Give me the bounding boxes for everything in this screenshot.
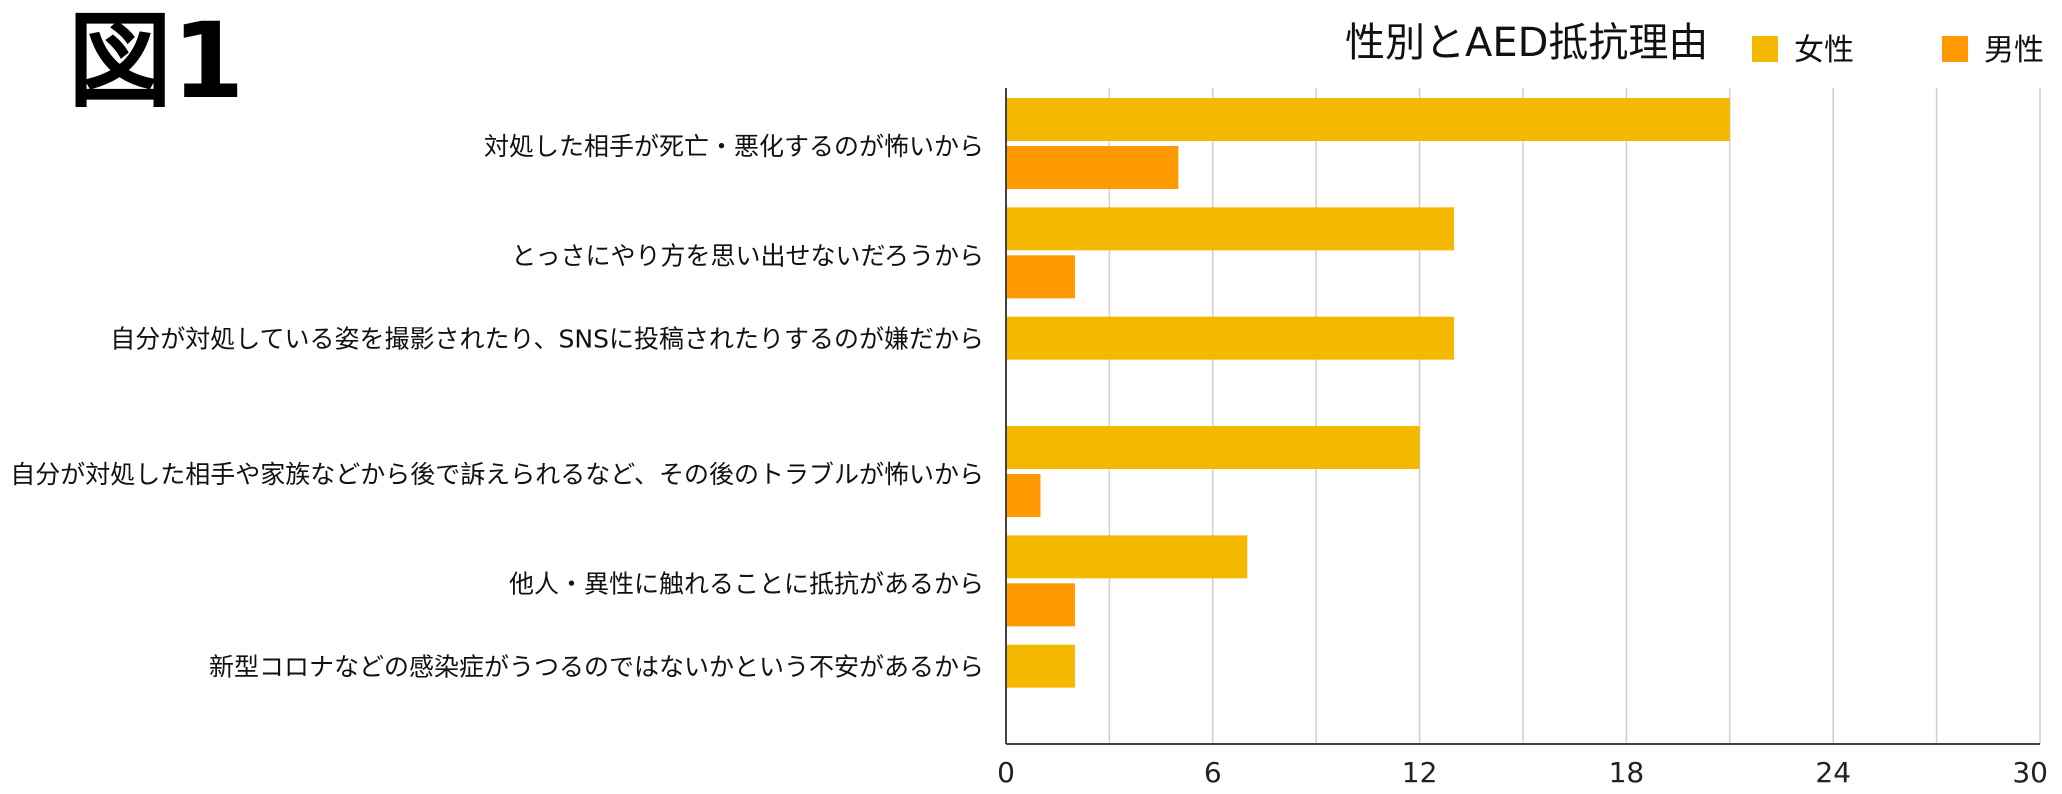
bar-female-3 [1006,426,1420,469]
x-tick-label-24: 24 [1815,756,1851,789]
category-label-1: とっさにやり方を思い出せないだろうから [511,241,984,270]
x-tick-label-12: 12 [1402,756,1438,789]
bar-female-0 [1006,98,1730,141]
x-tick-label-0: 0 [997,756,1015,789]
bars [1006,98,1730,688]
legend-swatch-male [1942,36,1968,62]
bar-male-1 [1006,255,1075,299]
category-label-5: 新型コロナなどの感染症がうつるのではないかという不安があるから [209,653,984,682]
legend-label-female: 女性 [1794,33,1854,68]
x-tick-label-6: 6 [1204,756,1222,789]
x-tick-label-18: 18 [1609,756,1645,789]
chart-title: 性別とAED抵抗理由 [1345,20,1708,66]
bar-female-2 [1006,316,1455,360]
bar-female-5 [1006,644,1075,688]
x-tick-label-30: 30 [2012,756,2048,789]
bar-female-1 [1006,207,1455,251]
category-labels: 対処した相手が死亡・悪化するのが怖いからとっさにやり方を思い出せないだろうから自… [10,132,984,682]
bar-male-3 [1006,474,1041,517]
category-label-2: 自分が対処している姿を撮影されたり、SNSに投稿されたりするのが嫌だから [110,325,984,354]
grid-lines [1108,88,2041,744]
legend-label-male: 男性 [1984,33,2044,68]
category-label-4: 他人・異性に触れることに抵抗があるから [509,569,984,598]
x-tick-labels: 0 6 12 18 24 30 [997,756,2048,789]
bar-male-4 [1006,583,1075,627]
bar-female-4 [1006,535,1248,579]
bar-male-0 [1006,146,1179,189]
legend-swatch-female [1752,36,1778,62]
category-label-3: 自分が対処した相手や家族などから後で訴えられるなど、その後のトラブルが怖いから [10,460,984,489]
category-label-0: 対処した相手が死亡・悪化するのが怖いから [484,132,984,161]
axes [1005,88,2040,745]
legend: 女性 男性 [1752,33,2044,68]
figure-label: 図1 [68,0,245,122]
